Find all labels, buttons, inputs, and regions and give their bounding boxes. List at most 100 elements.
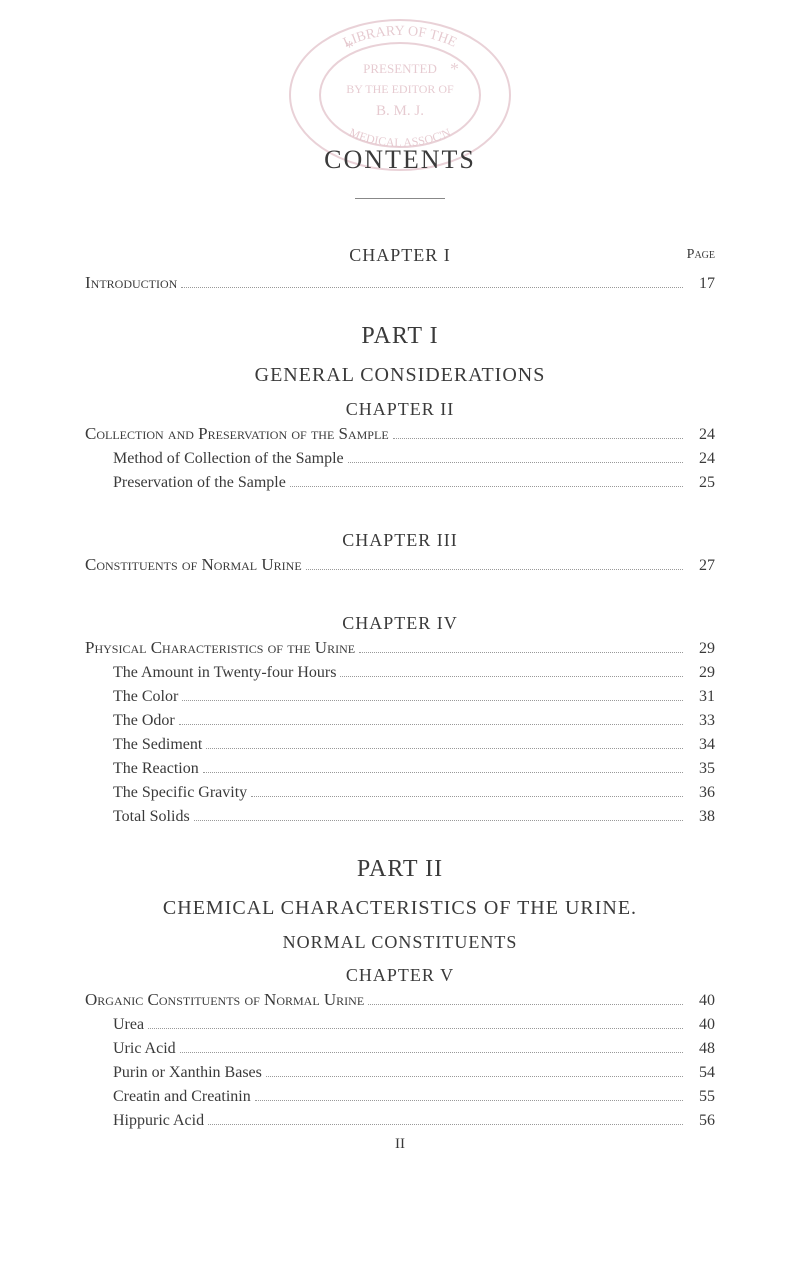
toc-dots [306,569,683,570]
toc-dots [180,1052,683,1053]
toc-label: Urea [113,1016,144,1034]
toc-dots [179,724,683,725]
toc-label: Physical Characteristics of the Urine [85,638,355,658]
toc-line: Creatin and Creatinin 55 [113,1088,715,1106]
svg-text:B. M. J.: B. M. J. [376,103,424,119]
toc-line: Collection and Preservation of the Sampl… [85,424,715,444]
toc-line: Method of Collection of the Sample 24 [113,450,715,468]
part-1-subtitle: GENERAL CONSIDERATIONS [85,364,715,387]
toc-line: Purin or Xanthin Bases 54 [113,1064,715,1082]
toc-dots [348,462,683,463]
toc-dots [206,748,683,749]
toc-page-number: 31 [687,688,715,706]
chapter-4-lines: Physical Characteristics of the Urine29T… [85,638,715,826]
part-2-subtitle-2: NORMAL CONSTITUENTS [85,932,715,953]
toc-label: Uric Acid [113,1040,176,1058]
toc-page-number: 36 [687,784,715,802]
toc-line: Physical Characteristics of the Urine 29 [85,638,715,658]
part-1-title: PART I [85,323,715,350]
chapter-5-heading: CHAPTER V [85,965,715,986]
toc-page-number: 40 [687,1016,715,1034]
toc-label: The Specific Gravity [113,784,247,802]
toc-label: The Color [113,688,178,706]
toc-dots [393,438,683,439]
toc-page-number: 27 [687,557,715,575]
part-2-subtitle: CHEMICAL CHARACTERISTICS OF THE URINE. [85,897,715,920]
toc-line: The Amount in Twenty-four Hours 29 [113,664,715,682]
toc-label: Collection and Preservation of the Sampl… [85,424,389,444]
toc-line: Preservation of the Sample 25 [113,474,715,492]
toc-dots [251,796,683,797]
svg-text:BY THE EDITOR OF: BY THE EDITOR OF [346,82,454,96]
toc-line: The Odor 33 [113,712,715,730]
toc-page-number: 29 [687,664,715,682]
toc-line: Urea 40 [113,1016,715,1034]
toc-dots [255,1100,683,1101]
chapter-4-heading: CHAPTER IV [85,613,715,634]
toc-page-number: 24 [687,450,715,468]
chapter-1-lines: Introduction17 [85,273,715,293]
toc-label: Method of Collection of the Sample [113,450,344,468]
toc-dots [290,486,683,487]
toc-line: The Reaction 35 [113,760,715,778]
chapter-1-row: CHAPTER I Page [85,245,715,269]
toc-dots [340,676,683,677]
toc-page-number: 24 [687,426,715,444]
toc-page-number: 40 [687,992,715,1010]
footer-page-number: II [85,1136,715,1153]
toc-label: Preservation of the Sample [113,474,286,492]
toc-page-number: 55 [687,1088,715,1106]
toc-line: Organic Constituents of Normal Urine40 [85,990,715,1010]
toc-label: Hippuric Acid [113,1112,204,1130]
toc-line: The Color 31 [113,688,715,706]
contents-title: CONTENTS [324,145,476,175]
toc-dots [194,820,683,821]
toc-label: Total Solids [113,808,190,826]
toc-line: Introduction17 [85,273,715,293]
toc-line: Uric Acid 48 [113,1040,715,1058]
svg-text:*: * [450,59,459,79]
toc-line: Constituents of Normal Urine 27 [85,555,715,575]
toc-line: Hippuric Acid 56 [113,1112,715,1130]
toc-label: Creatin and Creatinin [113,1088,251,1106]
toc-label: Purin or Xanthin Bases [113,1064,262,1082]
chapter-1-heading: CHAPTER I [85,245,715,266]
toc-page-number: 48 [687,1040,715,1058]
chapter-3-heading: CHAPTER III [85,530,715,551]
toc-dots [208,1124,683,1125]
svg-text:LIBRARY OF THE: LIBRARY OF THE [341,24,459,51]
toc-page-number: 33 [687,712,715,730]
toc-line: The Sediment 34 [113,736,715,754]
svg-text:PRESENTED: PRESENTED [363,61,437,76]
toc-dots [148,1028,683,1029]
toc-dots [182,700,683,701]
toc-dots [266,1076,683,1077]
toc-page-number: 34 [687,736,715,754]
chapter-2-lines: Collection and Preservation of the Sampl… [85,424,715,492]
toc-line: Total Solids 38 [113,808,715,826]
toc-label: The Amount in Twenty-four Hours [113,664,336,682]
toc-page-number: 54 [687,1064,715,1082]
toc-page-number: 29 [687,640,715,658]
toc-label: The Odor [113,712,175,730]
toc-content: CHAPTER I Page Introduction17 PART I GEN… [85,245,715,1153]
title-divider [355,198,445,199]
chapter-3-lines: Constituents of Normal Urine 27 [85,555,715,575]
svg-text:*: * [345,37,354,57]
page-label: Page [687,247,715,263]
toc-label: Constituents of Normal Urine [85,555,302,575]
toc-label: The Reaction [113,760,199,778]
toc-dots [368,1004,683,1005]
toc-page-number: 25 [687,474,715,492]
toc-page-number: 38 [687,808,715,826]
toc-dots [359,652,683,653]
part-2-title: PART II [85,856,715,883]
toc-line: The Specific Gravity 36 [113,784,715,802]
chapter-2-heading: CHAPTER II [85,399,715,420]
toc-label: The Sediment [113,736,202,754]
toc-page-number: 35 [687,760,715,778]
toc-page-number: 17 [687,275,715,293]
toc-dots [181,287,683,288]
toc-page-number: 56 [687,1112,715,1130]
chapter-5-lines: Organic Constituents of Normal Urine40 Ur… [85,990,715,1130]
